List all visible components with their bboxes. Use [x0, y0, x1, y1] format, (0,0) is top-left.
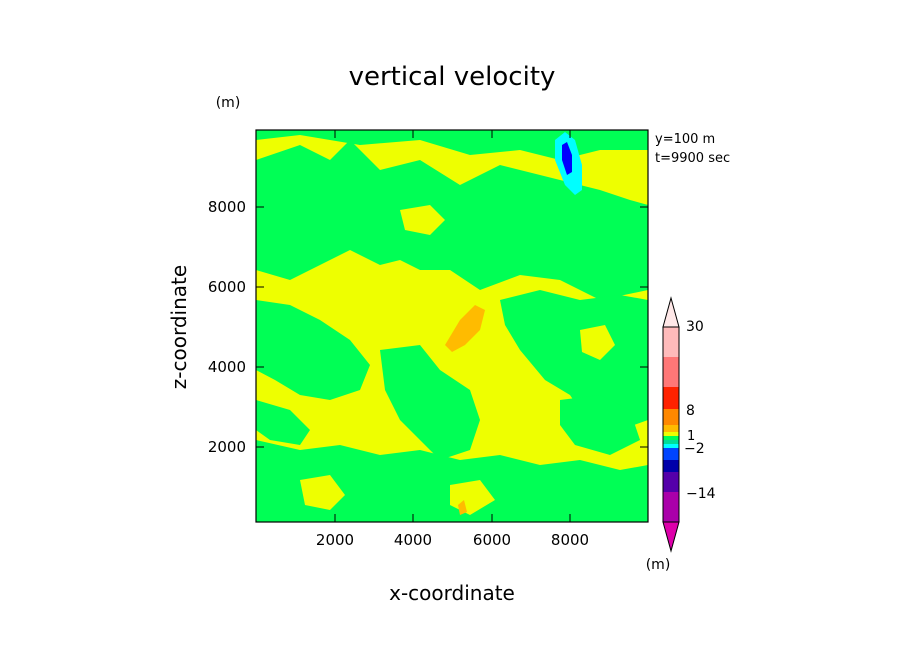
contour-region-yellow: [580, 325, 615, 360]
colorbar: [662, 296, 680, 553]
contour-region-yellow: [400, 205, 445, 235]
x-tick-label: 2000: [316, 531, 354, 549]
colorbar-swatch: [663, 425, 679, 432]
colorbar-top-arrow: [662, 296, 680, 328]
colorbar-label: −14: [686, 486, 716, 502]
colorbar-label: 1: [687, 429, 695, 444]
x-axis-label: x-coordinate: [389, 581, 515, 605]
contour-region-blue: [562, 142, 572, 175]
colorbar-swatch: [663, 387, 679, 409]
y-tick-label: 4000: [208, 358, 246, 376]
colorbar-swatch: [663, 327, 679, 357]
annotation-t: t=9900 sec: [655, 151, 730, 166]
contour-region-orange: [445, 305, 485, 352]
axis-ticks: [256, 130, 648, 522]
contour-region-orange: [458, 500, 467, 515]
colorbar-swatch: [663, 472, 679, 492]
contour-region-green: [256, 140, 648, 300]
contour-region-yellow: [300, 475, 345, 510]
contour-region-green: [256, 440, 648, 522]
colorbar-swatch: [663, 436, 679, 440]
y-tick-label: 6000: [208, 278, 246, 296]
contour-region-green: [500, 290, 648, 430]
colorbar-swatch: [663, 409, 679, 425]
plot-frame: [255, 129, 649, 523]
x-tick-label: 4000: [394, 531, 432, 549]
x-tick-label: 8000: [551, 531, 589, 549]
contour-region-green: [256, 400, 310, 445]
colorbar-swatch: [663, 357, 679, 387]
colorbar-swatch: [663, 460, 679, 472]
contour-region-green: [560, 395, 640, 455]
colorbar-bottom-arrow: [662, 521, 680, 553]
colorbar-unit-label: (m): [646, 557, 671, 573]
plot-area: [256, 130, 648, 522]
colorbar-swatch: [663, 492, 679, 522]
colorbar-swatch: [663, 444, 679, 448]
chart-title: vertical velocity: [349, 62, 556, 92]
y-tick-label: 8000: [208, 198, 246, 216]
colorbar-label: 30: [686, 319, 704, 335]
y-unit-label: (m): [216, 95, 241, 111]
contour-region-green: [256, 300, 370, 400]
x-tick-label: 6000: [473, 531, 511, 549]
annotation-y: y=100 m: [655, 132, 715, 147]
y-tick-label: 2000: [208, 438, 246, 456]
colorbar-swatch: [663, 448, 679, 460]
colorbar-label: 8: [686, 403, 695, 419]
colorbar-label: −2: [684, 441, 705, 457]
contour-region-green: [380, 345, 480, 460]
contour-region-green: [256, 130, 648, 160]
colorbar-swatch: [663, 440, 679, 444]
y-axis-label: z-coordinate: [167, 265, 191, 389]
colorbar-swatch: [663, 432, 679, 436]
